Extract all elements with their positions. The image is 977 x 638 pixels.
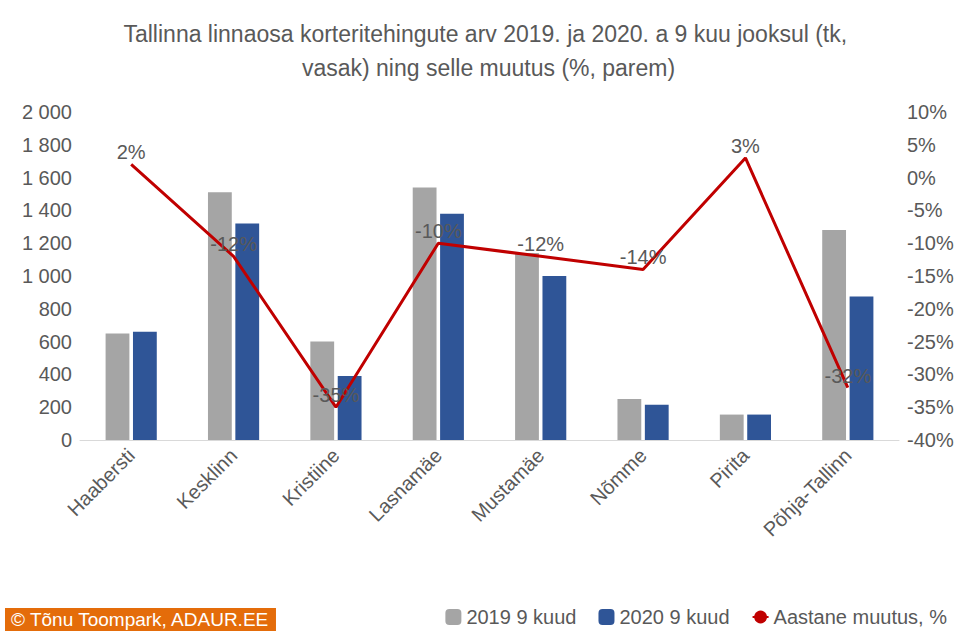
svg-text:Kesklinn: Kesklinn [172,444,241,513]
svg-text:10%: 10% [907,101,947,123]
svg-text:200: 200 [39,396,72,418]
svg-text:-10%: -10% [907,232,954,254]
svg-text:Kristiine: Kristiine [278,444,344,510]
svg-text:-14%: -14% [620,246,667,268]
svg-text:2020 9 kuud: 2020 9 kuud [619,606,729,628]
svg-text:Nõmme: Nõmme [586,444,651,509]
svg-text:-40%: -40% [907,429,954,451]
svg-text:Haabersti: Haabersti [63,444,139,520]
svg-text:1 800: 1 800 [22,134,72,156]
svg-text:Põhja-Tallinn: Põhja-Tallinn [759,444,855,540]
svg-text:-20%: -20% [907,298,954,320]
svg-text:© Tõnu Toompark, ADAUR.EE: © Tõnu Toompark, ADAUR.EE [11,609,268,630]
svg-text:1 200: 1 200 [22,232,72,254]
svg-text:-10%: -10% [415,220,462,242]
svg-text:3%: 3% [731,135,760,157]
svg-text:-25%: -25% [907,331,954,353]
svg-text:0: 0 [61,429,72,451]
svg-text:800: 800 [39,298,72,320]
svg-text:Pirita: Pirita [705,444,753,492]
svg-text:-12%: -12% [517,233,564,255]
svg-text:1 000: 1 000 [22,265,72,287]
svg-text:-35%: -35% [313,384,360,406]
svg-text:vasak) ning selle muutus (%, p: vasak) ning selle muutus (%, parem) [302,55,675,81]
svg-text:Mustamäe: Mustamäe [467,444,549,526]
svg-text:-5%: -5% [907,199,943,221]
svg-text:5%: 5% [907,134,936,156]
svg-text:-30%: -30% [907,363,954,385]
svg-text:-15%: -15% [907,265,954,287]
svg-text:2%: 2% [117,141,146,163]
svg-text:1 600: 1 600 [22,167,72,189]
svg-text:Tallinna linnaosa korteritehin: Tallinna linnaosa korteritehingute arv 2… [123,21,853,47]
svg-text:-35%: -35% [907,396,954,418]
svg-text:400: 400 [39,363,72,385]
svg-text:600: 600 [39,331,72,353]
svg-text:2 000: 2 000 [22,101,72,123]
svg-text:-32%: -32% [824,365,871,387]
svg-text:Lasnamäe: Lasnamäe [365,444,447,526]
svg-text:Aastane muutus, %: Aastane muutus, % [774,606,948,628]
svg-text:2019 9 kuud: 2019 9 kuud [466,606,576,628]
svg-text:0%: 0% [907,167,936,189]
svg-text:1 400: 1 400 [22,199,72,221]
svg-text:-12%: -12% [210,233,257,255]
